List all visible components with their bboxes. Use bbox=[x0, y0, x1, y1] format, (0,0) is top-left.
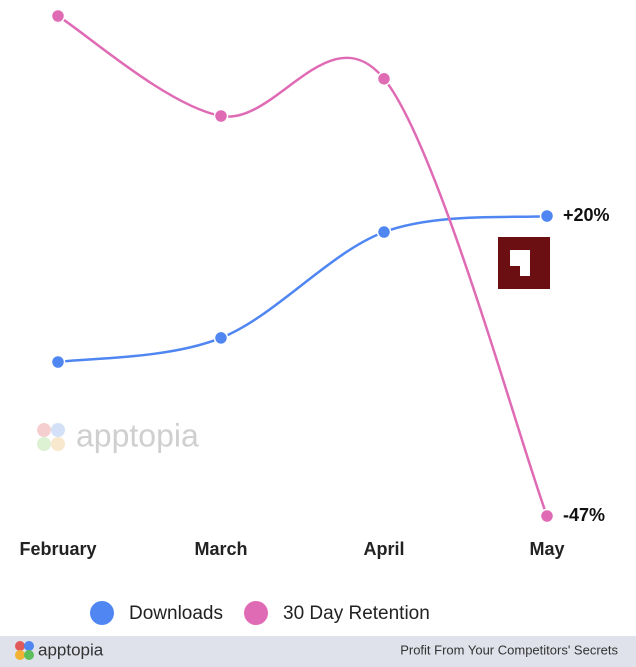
footer-bar bbox=[0, 636, 636, 667]
legend-label: 30 Day Retention bbox=[283, 603, 430, 624]
footer-tagline: Profit From Your Competitors' Secrets bbox=[400, 642, 618, 657]
footer-logo bbox=[15, 650, 25, 660]
data-point bbox=[50, 354, 66, 370]
data-point bbox=[213, 108, 229, 124]
data-label: +20% bbox=[563, 205, 610, 225]
watermark: apptopia bbox=[37, 417, 199, 453]
x-tick-label: April bbox=[363, 539, 404, 559]
footer-logo bbox=[15, 641, 25, 651]
legend-swatch bbox=[90, 601, 114, 625]
legend-label: Downloads bbox=[129, 603, 223, 624]
series-line bbox=[57, 214, 548, 364]
x-tick-label: May bbox=[529, 539, 564, 559]
series-line bbox=[57, 14, 549, 517]
legend-swatch bbox=[244, 601, 268, 625]
data-point bbox=[539, 508, 555, 524]
x-tick-label: March bbox=[194, 539, 247, 559]
data-point bbox=[50, 8, 66, 24]
footer-brand: apptopia bbox=[38, 640, 104, 659]
data-point bbox=[213, 330, 229, 346]
x-tick-label: February bbox=[19, 539, 96, 559]
footer-logo bbox=[24, 650, 34, 660]
watermark-text: apptopia bbox=[76, 417, 199, 453]
logo-icon-glyph bbox=[510, 250, 530, 276]
data-point bbox=[376, 71, 392, 87]
data-label: -47% bbox=[563, 505, 605, 525]
data-point bbox=[539, 208, 555, 224]
data-point bbox=[376, 224, 392, 240]
footer-logo bbox=[24, 641, 34, 651]
